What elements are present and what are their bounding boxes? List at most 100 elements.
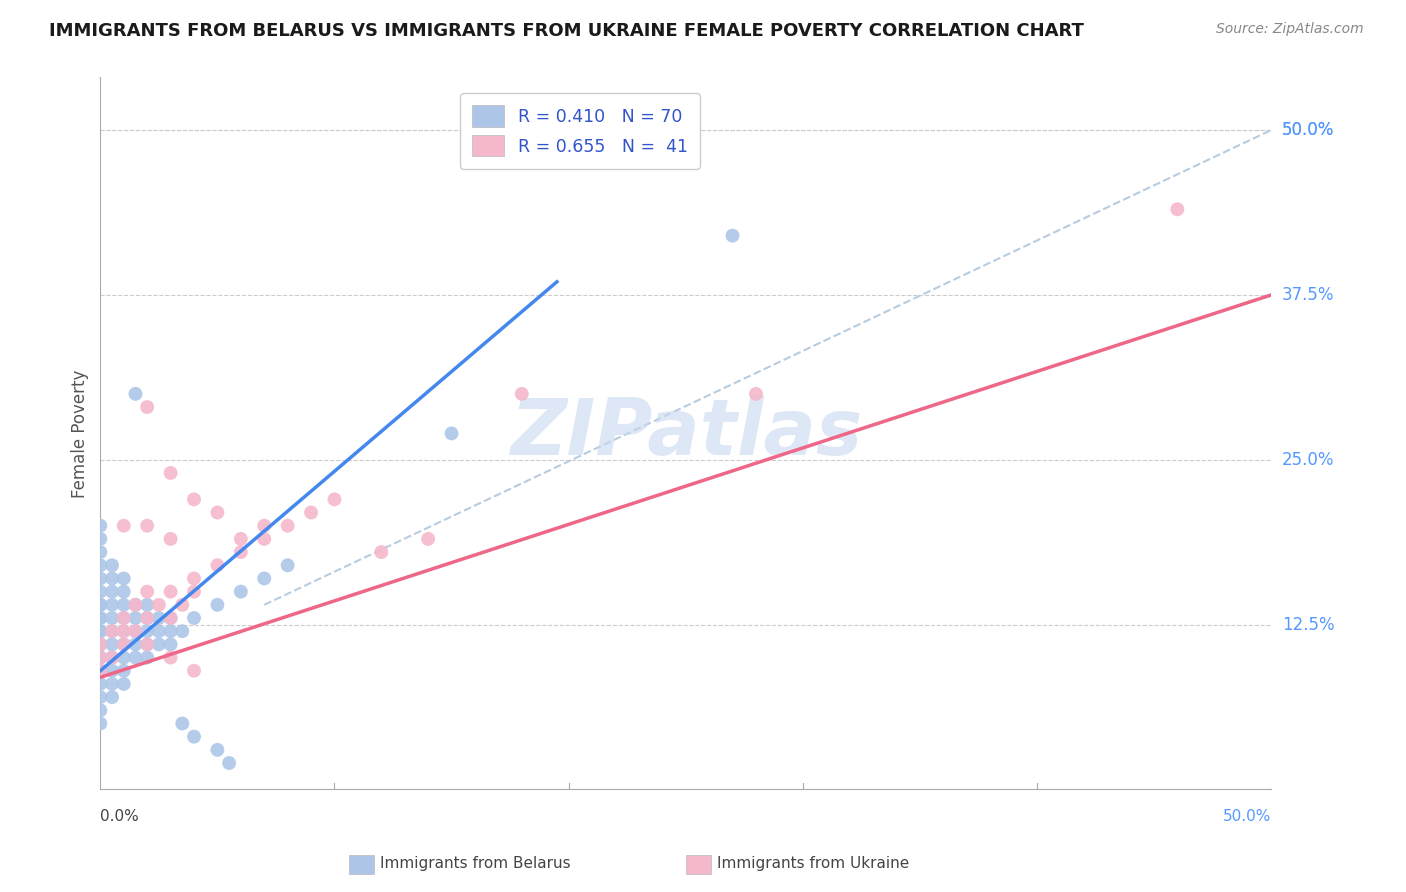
Point (136, 584, 159, 599)
Text: Immigrants from Ukraine: Immigrants from Ukraine (717, 856, 910, 871)
Point (101, 637, 124, 651)
Point (89, 650, 111, 665)
Point (124, 624, 146, 639)
Y-axis label: Female Poverty: Female Poverty (72, 369, 89, 498)
Point (89, 664, 111, 678)
Point (112, 677, 135, 691)
Point (253, 532, 276, 546)
Point (159, 584, 181, 599)
Text: 37.5%: 37.5% (1282, 286, 1334, 304)
Point (207, 506, 229, 520)
Point (172, 598, 194, 612)
Legend: R = 0.410   N = 70, R = 0.655   N =  41: R = 0.410 N = 70, R = 0.655 N = 41 (460, 94, 700, 169)
Point (218, 756, 240, 770)
Point (101, 664, 124, 678)
Point (136, 624, 159, 639)
Point (89, 690, 111, 705)
Text: 25.0%: 25.0% (1282, 450, 1334, 469)
Point (89, 598, 111, 612)
Point (229, 584, 252, 599)
Point (1166, 202, 1188, 217)
Point (112, 637, 135, 651)
Point (101, 598, 124, 612)
Point (112, 598, 135, 612)
Point (89, 624, 111, 639)
Text: ZIPatlas: ZIPatlas (509, 395, 862, 471)
Point (112, 650, 135, 665)
Point (159, 611, 181, 625)
Point (124, 650, 146, 665)
Point (148, 624, 170, 639)
Point (89, 650, 111, 665)
Point (89, 624, 111, 639)
Point (112, 611, 135, 625)
Point (101, 571, 124, 585)
Point (207, 598, 229, 612)
Point (89, 650, 111, 665)
Point (112, 571, 135, 585)
Point (172, 716, 194, 731)
Point (148, 611, 170, 625)
Point (124, 637, 146, 651)
Point (101, 650, 124, 665)
Point (112, 637, 135, 651)
Point (124, 611, 146, 625)
Point (101, 611, 124, 625)
Point (159, 637, 181, 651)
Text: Source: ZipAtlas.com: Source: ZipAtlas.com (1216, 22, 1364, 37)
Text: IMMIGRANTS FROM BELARUS VS IMMIGRANTS FROM UKRAINE FEMALE POVERTY CORRELATION CH: IMMIGRANTS FROM BELARUS VS IMMIGRANTS FR… (49, 22, 1084, 40)
Point (89, 637, 111, 651)
Point (101, 558, 124, 573)
Point (112, 624, 135, 639)
Point (299, 506, 322, 520)
Point (89, 611, 111, 625)
Point (183, 584, 205, 599)
Point (148, 598, 170, 612)
Point (136, 611, 159, 625)
Point (207, 558, 229, 573)
Point (89, 558, 111, 573)
Point (89, 571, 111, 585)
Point (89, 545, 111, 559)
Point (440, 426, 463, 441)
Point (89, 611, 111, 625)
Point (148, 637, 170, 651)
Point (136, 518, 159, 533)
Point (159, 624, 181, 639)
Point (136, 637, 159, 651)
Text: 0.0%: 0.0% (100, 809, 139, 824)
Point (112, 611, 135, 625)
Text: Immigrants from Belarus: Immigrants from Belarus (380, 856, 571, 871)
Point (89, 677, 111, 691)
Point (101, 690, 124, 705)
Point (89, 637, 111, 651)
Point (89, 584, 111, 599)
Point (136, 400, 159, 414)
Point (183, 492, 205, 507)
Point (229, 545, 252, 559)
Point (101, 677, 124, 691)
Point (277, 518, 299, 533)
Point (183, 730, 205, 744)
Point (159, 532, 181, 546)
Point (101, 650, 124, 665)
Point (183, 611, 205, 625)
Point (229, 532, 252, 546)
Text: 50.0%: 50.0% (1282, 121, 1334, 139)
Point (124, 624, 146, 639)
Text: 50.0%: 50.0% (1282, 121, 1334, 139)
Point (323, 492, 346, 507)
Point (159, 466, 181, 480)
Point (112, 518, 135, 533)
Point (89, 637, 111, 651)
Point (136, 611, 159, 625)
Point (89, 518, 111, 533)
Text: 50.0%: 50.0% (1223, 809, 1271, 824)
Point (89, 703, 111, 717)
Point (207, 743, 229, 757)
Point (124, 598, 146, 612)
Point (112, 624, 135, 639)
Point (172, 624, 194, 639)
Point (112, 584, 135, 599)
Point (89, 598, 111, 612)
